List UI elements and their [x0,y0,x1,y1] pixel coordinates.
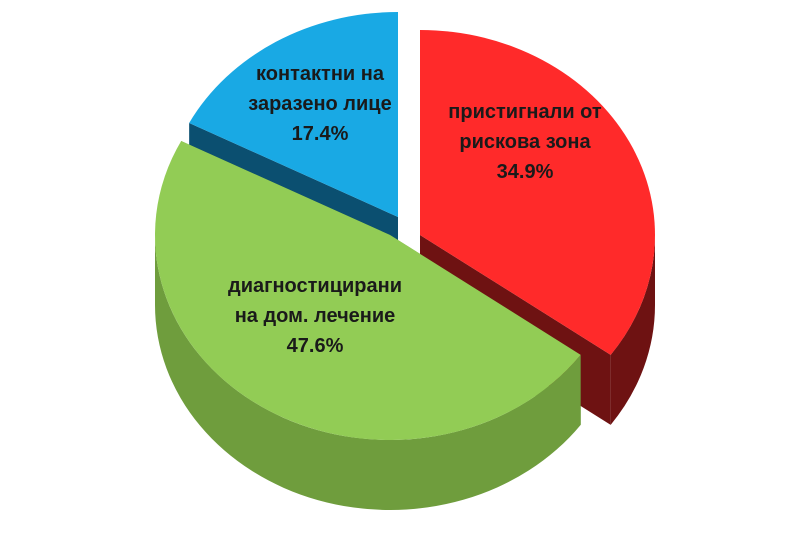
slice-label-home-treatment-line1: на дом. лечение [235,305,396,327]
slice-top-contacts [189,12,398,217]
slice-labels: пристигнали от рискова зона 34.9% диагности… [228,63,602,357]
slice-value-label-risk-zone: 34.9% [497,161,554,183]
slice-value-label-home-treatment: 47.6% [287,335,344,357]
slice-label-risk-zone-line0: пристигнали от [448,101,602,123]
slice-tops [154,12,656,441]
slice-label-risk-zone-line1: рискова зона [459,131,591,153]
slice-side-home-treatment [155,235,581,510]
slice-label-contacts-line0: контактни на [256,63,385,85]
slice-side-risk-zone [610,235,655,425]
slice-top-risk-zone [420,30,656,355]
slice-label-home-treatment-line0: диагностицирани [228,275,402,297]
slice-value-label-contacts: 17.4% [292,123,349,145]
slice-label-contacts-line1: заразено лице [248,93,391,115]
slice-top-home-treatment [154,140,581,441]
